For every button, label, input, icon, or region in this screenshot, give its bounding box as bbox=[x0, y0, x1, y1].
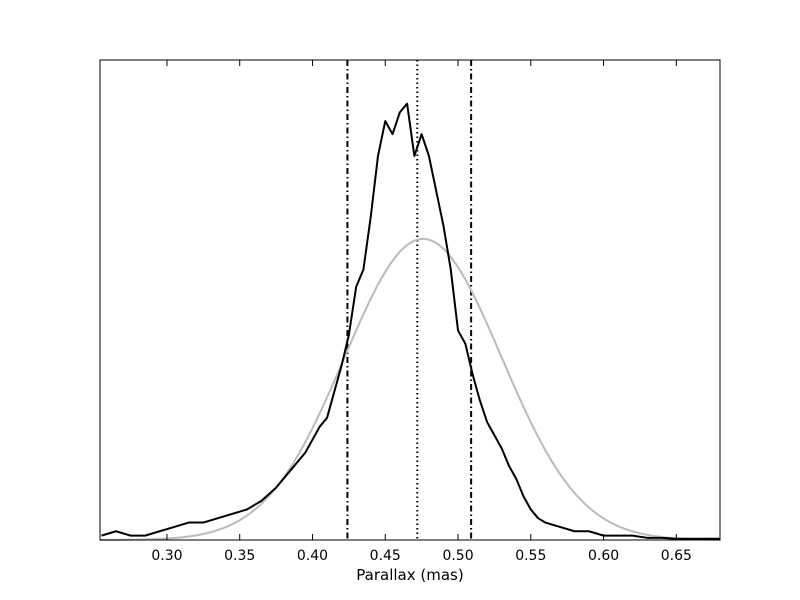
x-tick-label: 0.60 bbox=[588, 548, 619, 564]
x-tick-label: 0.45 bbox=[370, 548, 401, 564]
series-group bbox=[99, 102, 721, 541]
plot-frame bbox=[99, 59, 721, 541]
x-tick-label: 0.40 bbox=[297, 548, 328, 564]
x-axis-ticks: 0.30 0.35 0.40 0.45 0.50 0.55 0.60 0.65 bbox=[151, 60, 692, 564]
reference-lines bbox=[346, 60, 473, 540]
x-tick-label: 0.50 bbox=[442, 548, 473, 564]
plot-area bbox=[100, 60, 720, 540]
x-tick-label: 0.35 bbox=[224, 548, 255, 564]
parallax-histogram-line bbox=[101, 102, 720, 540]
x-tick-label: 0.65 bbox=[661, 548, 692, 564]
x-axis-label: Parallax (mas) bbox=[356, 566, 463, 584]
x-tick-label: 0.55 bbox=[515, 548, 546, 564]
x-tick-label: 0.30 bbox=[151, 548, 182, 564]
gaussian-fit-curve bbox=[99, 237, 721, 541]
